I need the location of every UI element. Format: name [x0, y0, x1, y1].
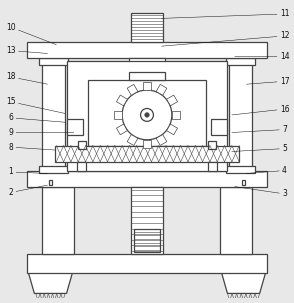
Polygon shape [114, 111, 122, 119]
Bar [226, 166, 255, 173]
Bar [134, 229, 160, 252]
Polygon shape [143, 140, 151, 148]
Bar [77, 162, 86, 171]
Polygon shape [222, 273, 265, 293]
Bar [27, 171, 267, 187]
Bar [42, 64, 65, 171]
Bar [208, 141, 216, 148]
Bar [131, 12, 163, 42]
Bar [42, 187, 74, 254]
Text: 12: 12 [162, 32, 289, 46]
Text: 14: 14 [235, 52, 289, 61]
Bar [27, 42, 267, 58]
Bar [208, 162, 217, 171]
Text: 11: 11 [162, 9, 289, 18]
Polygon shape [29, 273, 72, 293]
Bar [27, 254, 267, 273]
Text: 2: 2 [9, 185, 48, 197]
Bar [129, 72, 165, 80]
Bar [220, 187, 252, 254]
Bar [78, 141, 86, 148]
Text: 6: 6 [9, 113, 65, 122]
Text: 13: 13 [6, 46, 48, 55]
Bar [129, 58, 165, 71]
Bar [241, 180, 245, 185]
Text: 18: 18 [6, 72, 48, 84]
Text: 1: 1 [9, 168, 48, 176]
Text: 16: 16 [232, 105, 289, 115]
Bar [88, 80, 206, 146]
Text: 3: 3 [235, 187, 287, 198]
Bar [39, 58, 68, 65]
Text: 10: 10 [6, 23, 56, 45]
Polygon shape [143, 82, 151, 90]
Polygon shape [156, 135, 167, 145]
Text: 15: 15 [6, 97, 65, 113]
Circle shape [141, 108, 153, 122]
Bar [229, 64, 252, 171]
Text: 8: 8 [9, 143, 55, 152]
Circle shape [122, 90, 172, 140]
Bar [55, 146, 239, 162]
Polygon shape [167, 95, 178, 106]
Text: 9: 9 [9, 128, 74, 137]
Circle shape [145, 113, 149, 117]
Text: 17: 17 [246, 77, 289, 86]
Bar [131, 187, 163, 254]
Bar [226, 58, 255, 65]
Polygon shape [127, 135, 138, 145]
Polygon shape [116, 95, 127, 106]
Polygon shape [127, 85, 138, 95]
Text: 4: 4 [246, 166, 287, 175]
Bar [66, 61, 228, 171]
Text: 7: 7 [232, 125, 287, 134]
Bar [39, 166, 68, 173]
Polygon shape [172, 111, 180, 119]
Bar [49, 180, 53, 185]
Bar [66, 119, 83, 135]
Text: 5: 5 [232, 144, 287, 153]
Polygon shape [116, 124, 127, 135]
Bar [211, 119, 228, 135]
Polygon shape [167, 124, 178, 135]
Polygon shape [156, 85, 167, 95]
